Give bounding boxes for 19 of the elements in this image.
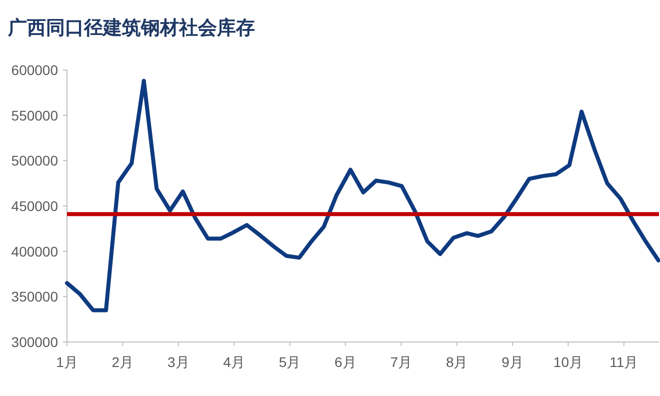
y-tick-label: 400000 bbox=[11, 243, 58, 260]
x-tick-label: 2月 bbox=[112, 354, 134, 370]
x-tick-label: 10月 bbox=[553, 354, 584, 370]
x-tick-label: 11月 bbox=[610, 354, 638, 370]
y-tick-label: 300000 bbox=[11, 334, 58, 350]
x-tick-label: 1月 bbox=[56, 354, 78, 370]
x-tick-label: 7月 bbox=[390, 354, 412, 370]
y-tick-label: 500000 bbox=[11, 152, 58, 169]
x-tick-label: 5月 bbox=[278, 354, 301, 370]
title: 广西同口径建筑钢材社会库存 bbox=[8, 18, 255, 39]
y-tick-label: 600000 bbox=[11, 62, 58, 78]
x-tick-label: 3月 bbox=[167, 354, 190, 370]
y-tick-label: 350000 bbox=[11, 288, 58, 305]
x-tick-label: 6月 bbox=[334, 354, 356, 370]
y-tick-label: 450000 bbox=[11, 198, 58, 214]
x-tick-label: 9月 bbox=[502, 354, 524, 370]
x-tick-label: 4月 bbox=[223, 354, 245, 370]
x-tick-label: 8月 bbox=[446, 354, 468, 370]
y-tick-label: 550000 bbox=[11, 107, 58, 124]
